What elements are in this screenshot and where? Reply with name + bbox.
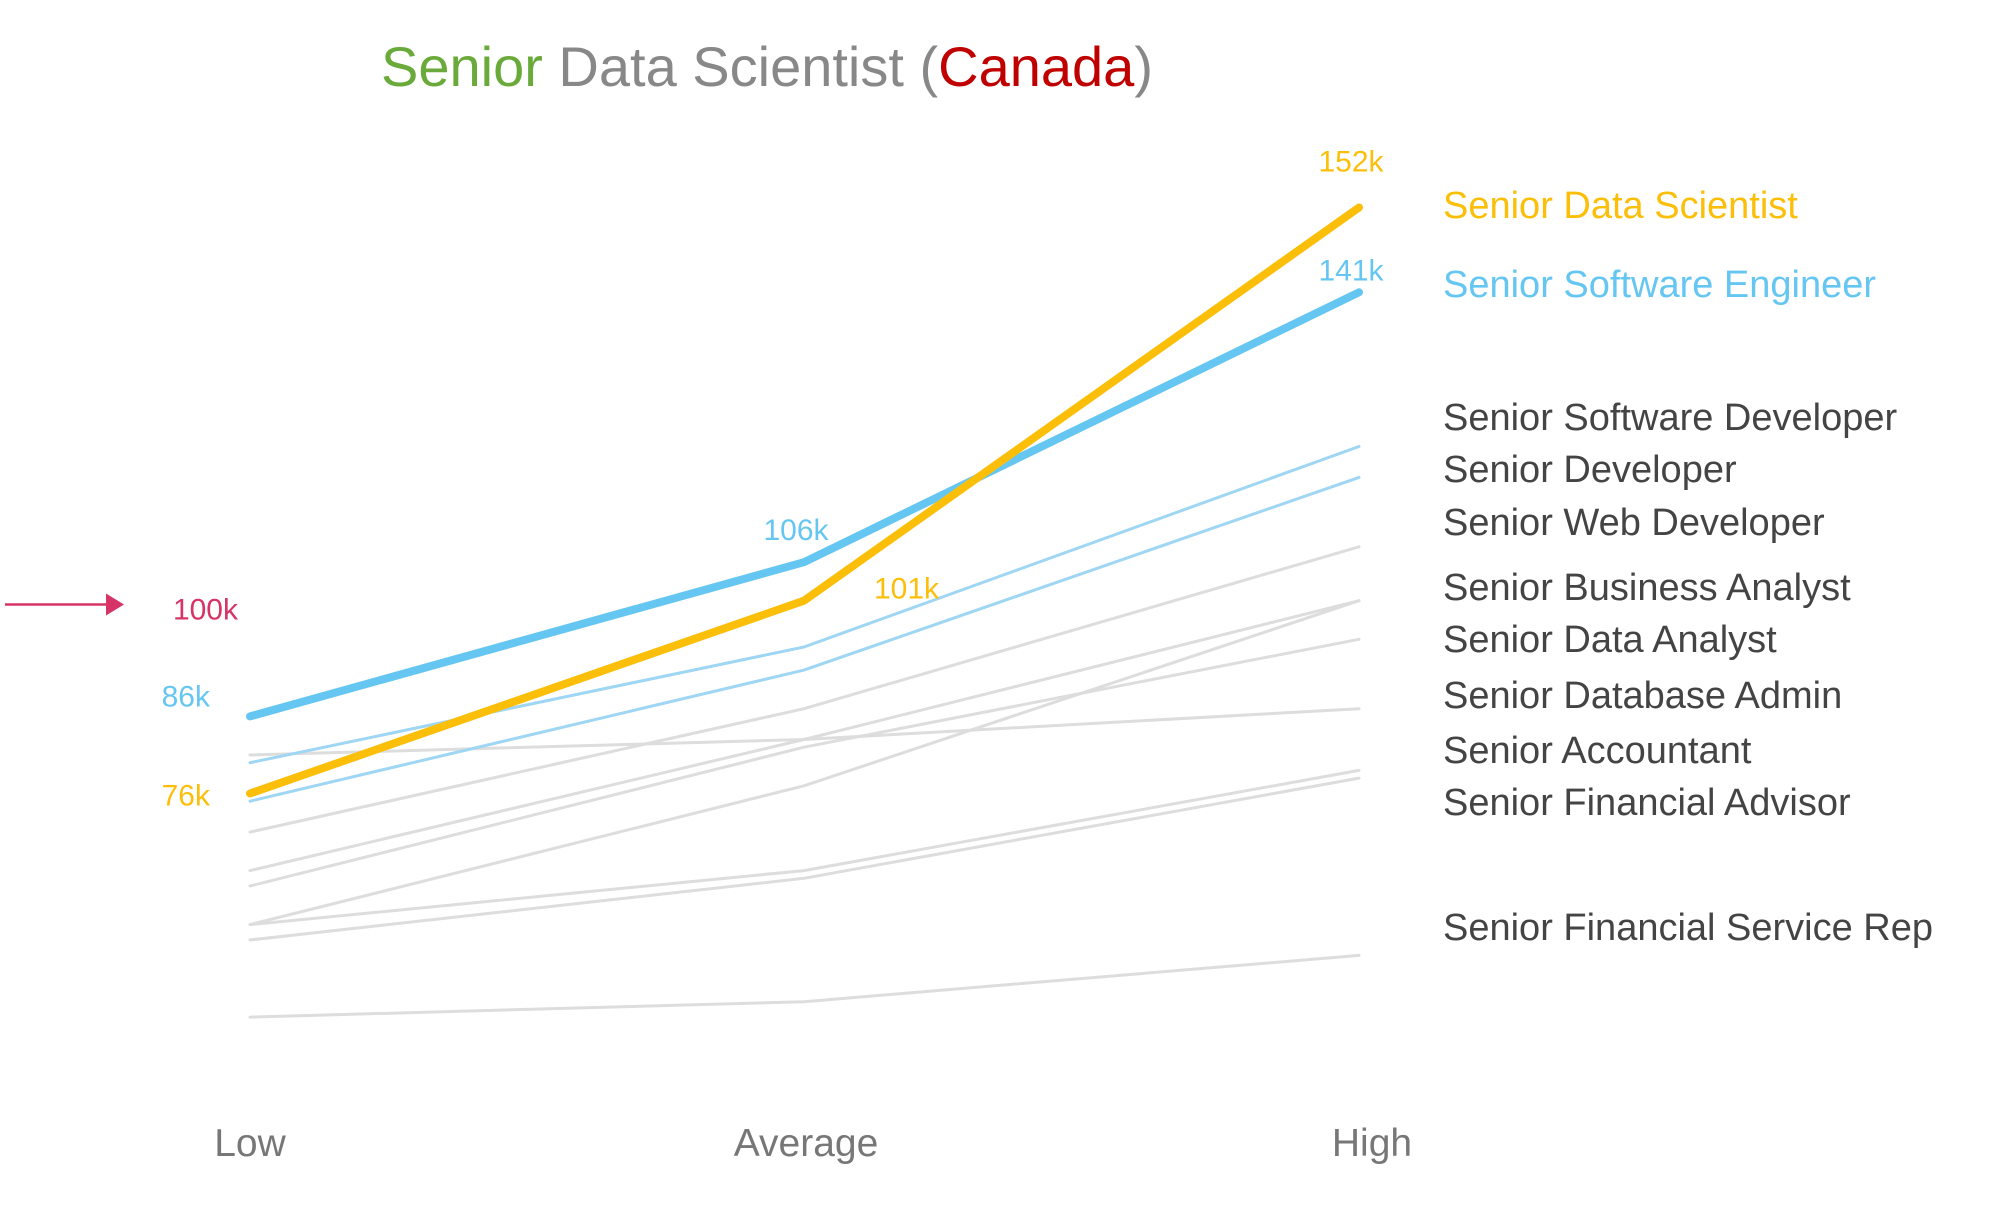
series-line <box>248 445 1361 765</box>
chart-title: Senior Data Scientist (Canada) <box>381 35 1153 98</box>
series-line <box>248 545 1361 834</box>
series-line <box>248 768 1361 927</box>
legend-label: Senior Software Engineer <box>1443 264 1876 306</box>
legend-label: Senior Data Analyst <box>1443 619 1777 661</box>
series-line <box>248 637 1361 888</box>
reference-label: 100k <box>173 593 239 626</box>
title-country: Canada <box>938 35 1135 98</box>
data-label: 101k <box>874 573 940 606</box>
data-label: 106k <box>763 514 829 547</box>
title-senior: Senior <box>381 35 543 98</box>
legend-label: Senior Software Developer <box>1443 397 1897 439</box>
data-label: 86k <box>162 680 211 713</box>
series-line <box>248 599 1361 873</box>
data-label: 152k <box>1318 145 1384 178</box>
legend-label: Senior Database Admin <box>1443 675 1842 717</box>
series-line <box>246 288 1363 721</box>
series-line <box>248 475 1361 803</box>
legend-label: Senior Data Scientist <box>1443 185 1798 227</box>
legend-label: Senior Financial Advisor <box>1443 782 1851 824</box>
legend-label: Senior Developer <box>1443 449 1737 491</box>
x-tick-label: High <box>1332 1122 1412 1165</box>
legend-label: Senior Accountant <box>1443 730 1752 772</box>
series-line <box>248 953 1361 1019</box>
series-line <box>246 203 1363 798</box>
legend-label: Senior Web Developer <box>1443 502 1825 544</box>
legend-label: Senior Financial Service Rep <box>1443 907 1933 949</box>
title-close: ) <box>1134 35 1153 98</box>
x-tick-label: Low <box>214 1122 286 1165</box>
x-tick-label: Average <box>734 1122 879 1165</box>
series-line <box>248 776 1361 942</box>
series-line <box>248 599 1361 927</box>
reference-arrow-icon <box>106 593 124 616</box>
data-label: 141k <box>1318 254 1384 287</box>
title-role: Data Scientist ( <box>543 35 939 98</box>
legend-label: Senior Business Analyst <box>1443 567 1851 609</box>
data-label: 76k <box>162 780 211 813</box>
